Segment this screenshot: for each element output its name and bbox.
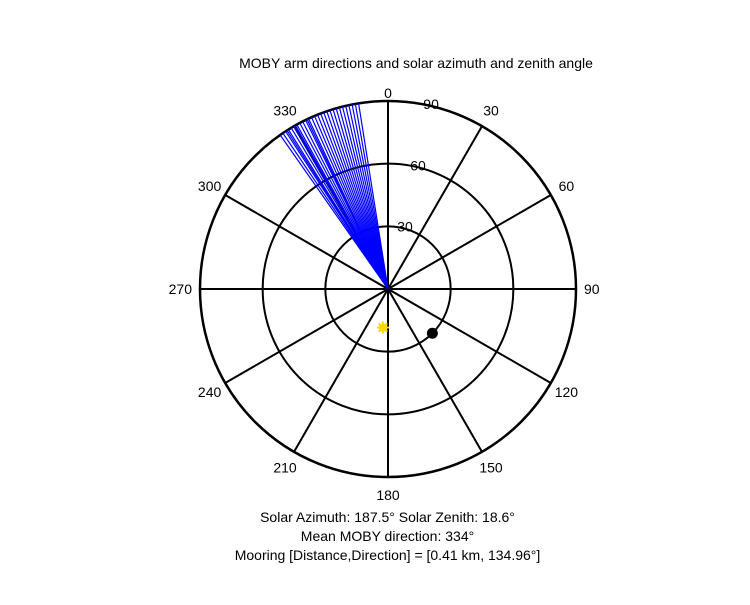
angle-tick-label-90: 90 — [584, 281, 600, 297]
angle-tick-label-120: 120 — [555, 384, 579, 400]
tick-labels: 0 30 60 90 120 150 180 210 240 270 300 330 30 60 90 — [169, 85, 600, 503]
moby-arm-line-29 — [357, 103, 389, 290]
data-points — [376, 321, 438, 339]
mooring-caption: Mooring [Distance,Direction] = [0.41 km,… — [234, 547, 541, 563]
angle-tick-label-180: 180 — [376, 487, 400, 503]
radial-tick-label-30: 30 — [397, 219, 413, 235]
angle-tick-label-30: 30 — [483, 103, 499, 119]
angle-tick-label-270: 270 — [169, 281, 193, 297]
angle-tick-label-240: 240 — [198, 384, 222, 400]
moby-direction-caption: Mean MOBY direction: 334° — [300, 528, 475, 544]
angle-tick-label-60: 60 — [559, 178, 575, 194]
chart-title: MOBY arm directions and solar azimuth an… — [239, 55, 593, 71]
sun-marker — [376, 321, 389, 334]
radial-tick-label-90: 90 — [423, 96, 439, 112]
moby-arm-lines — [279, 103, 389, 290]
mooring-marker — [426, 327, 438, 339]
angle-tick-label-300: 300 — [198, 178, 222, 194]
sun-core — [378, 323, 387, 332]
angle-tick-label-330: 330 — [273, 103, 297, 119]
radial-tick-label-60: 60 — [410, 157, 426, 173]
angle-tick-label-210: 210 — [273, 459, 297, 475]
angle-tick-label-0: 0 — [384, 85, 392, 101]
solar-caption: Solar Azimuth: 187.5° Solar Zenith: 18.6… — [260, 509, 515, 525]
angle-tick-label-150: 150 — [479, 459, 503, 475]
